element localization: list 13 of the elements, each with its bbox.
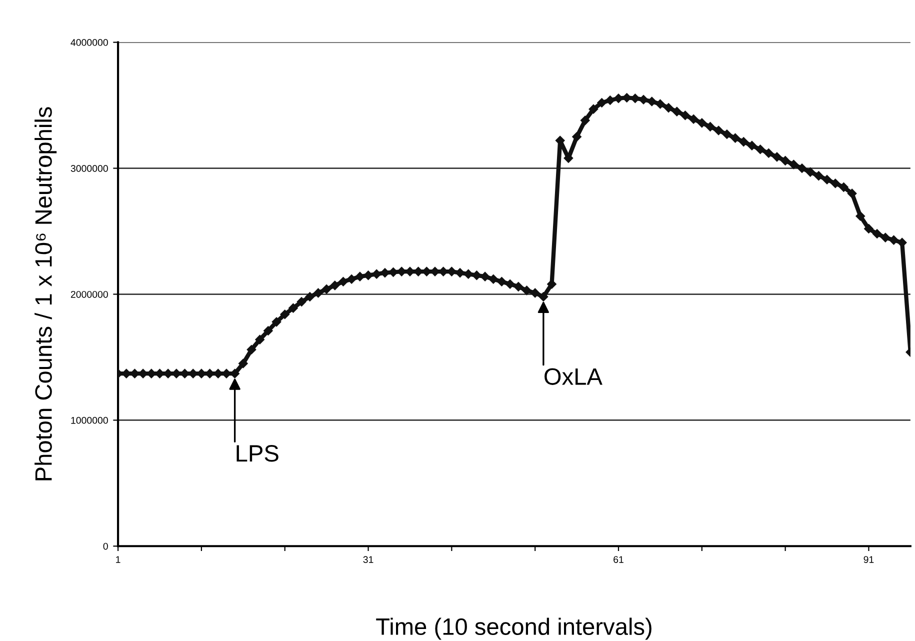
annotation: LPS (236, 445, 278, 462)
y-tick-label: 3000000 (70, 164, 108, 172)
x-axis-title: Time (10 second intervals) (376, 618, 652, 640)
y-tick-label: 4000000 (70, 39, 108, 46)
x-tick-label: 91 (864, 556, 874, 563)
y-tick-label: 0 (103, 542, 108, 550)
y-tick-label: 2000000 (70, 290, 108, 298)
x-tick-label: 31 (363, 556, 374, 563)
x-tick-label: 1 (116, 556, 120, 563)
y-tick-label: 1000000 (71, 416, 108, 424)
annotation: OxLA (544, 368, 602, 385)
x-tick-label: 61 (614, 556, 624, 563)
y-axis-title: Photon Counts / 1 x 10⁶ Neutrophils (34, 107, 57, 480)
